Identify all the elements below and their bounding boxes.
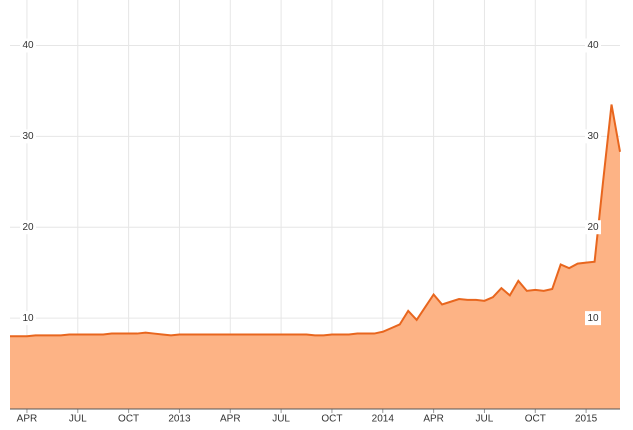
y-tick-label: 20 [22,222,34,233]
x-tick-label: JUL [476,414,494,425]
y-tick-box [20,38,36,53]
y-tick-box [20,129,36,144]
x-tick-label: JUL [69,414,87,425]
y-tick-label: 40 [587,40,599,51]
x-tick-label: OCT [321,414,342,425]
y-tick-label: 40 [22,40,34,51]
y-tick-box [585,38,601,53]
y-tick-box [585,220,601,235]
x-tick-label: OCT [118,414,139,425]
x-tick-label: JUL [272,414,290,425]
y-tick-box [20,220,36,235]
y-tick-box [585,129,601,144]
y-tick-label: 20 [587,222,599,233]
x-tick-label: 2014 [372,414,395,425]
area [10,104,620,410]
y-tick-box [20,311,36,326]
y-tick-label: 30 [22,131,34,142]
x-tick-label: 2015 [575,414,598,425]
y-tick-label: 30 [587,131,599,142]
x-tick-label: OCT [525,414,546,425]
line [10,104,621,338]
y-tick-label: 10 [22,313,34,324]
x-tick-label: APR [423,414,444,425]
x-tick-label: APR [17,414,38,425]
y-tick-box [585,311,601,326]
x-tick-label: 2013 [168,414,191,425]
x-tick-label: APR [220,414,241,425]
y-tick-label: 10 [587,313,599,324]
